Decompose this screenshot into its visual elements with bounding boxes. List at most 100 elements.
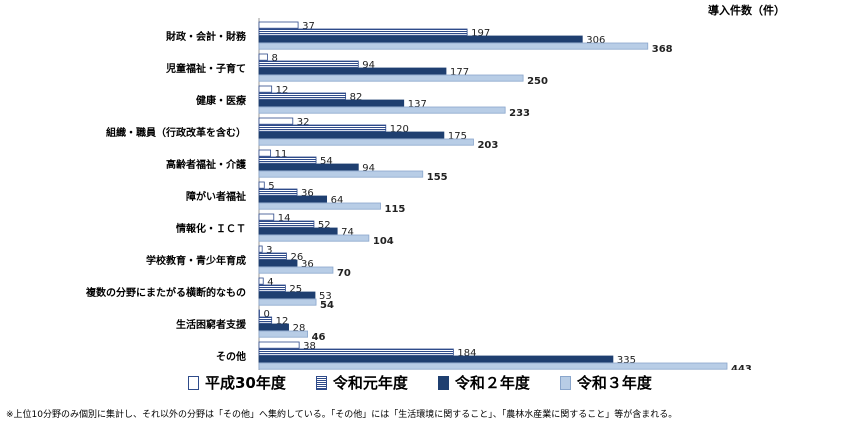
data-label: 36 [301, 188, 314, 199]
data-label: 8 [271, 53, 277, 64]
legend-item-r3: 令和３年度 [559, 372, 652, 393]
data-label: 177 [450, 67, 469, 78]
category-label: 障がい者福祉 [186, 190, 246, 203]
category-label: 財政・会計・財務 [165, 30, 247, 43]
bar [258, 60, 359, 68]
legend-swatch-r3 [559, 375, 571, 390]
data-label: 104 [373, 236, 394, 247]
bar [258, 266, 334, 274]
bar [258, 220, 315, 228]
data-label: 306 [586, 35, 605, 46]
data-label: 250 [527, 76, 548, 87]
data-label: 94 [362, 60, 375, 71]
legend-swatch-r1 [315, 375, 327, 390]
bar [258, 85, 273, 93]
legend-label-r1: 令和元年度 [332, 374, 408, 392]
bar [258, 316, 273, 324]
bar [258, 138, 474, 146]
category-label: 生活困窮者支援 [176, 318, 247, 331]
category-label: 児童福祉・子育て [165, 62, 246, 75]
legend-swatch-r2 [437, 375, 449, 390]
data-label: 4 [267, 277, 273, 288]
data-label: 64 [331, 195, 344, 206]
data-label: 368 [652, 44, 673, 55]
category-label: 学校教育・青少年育成 [146, 254, 246, 267]
bar [258, 234, 370, 242]
data-label: 32 [297, 117, 310, 128]
bar [258, 323, 289, 331]
bar [258, 284, 286, 292]
data-label: 3 [266, 245, 272, 256]
data-label: 52 [318, 220, 331, 231]
bar [258, 131, 445, 139]
bar [258, 291, 316, 299]
data-label: 53 [319, 291, 332, 302]
data-label: 184 [457, 348, 476, 359]
bar [258, 149, 272, 157]
legend-item-r2: 令和２年度 [437, 372, 530, 393]
category-label: その他 [216, 350, 246, 363]
legend-label-r2: 令和２年度 [454, 374, 530, 392]
category-label: 組織・職員（行政改革を含む） [106, 126, 246, 139]
bar [258, 330, 308, 338]
bar [258, 53, 268, 61]
bar [258, 42, 649, 50]
legend: 平成30年度 令和元年度 令和２年度 令和３年度 [188, 372, 682, 393]
data-label: 233 [509, 108, 530, 119]
data-label: 37 [302, 21, 315, 32]
legend-swatch-h30 [188, 375, 199, 390]
bar [258, 92, 347, 100]
data-label: 335 [617, 355, 636, 366]
category-label: 複数の分野にまたがる横断的なもの [85, 286, 246, 299]
category-label: 高齢者福祉・介護 [166, 158, 247, 171]
data-label: 137 [408, 99, 427, 110]
data-label: 25 [289, 284, 302, 295]
legend-label-r3: 令和３年度 [576, 374, 652, 392]
bar-chart: 財政・会計・財務37197306368児童福祉・子育て894177250健康・医… [85, 18, 752, 370]
bar [258, 106, 506, 114]
footnote: ※上位10分野のみ個別に集計し、それ以外の分野は「その他」へ集約している。「その… [6, 410, 678, 420]
bar [258, 348, 454, 356]
bar [258, 362, 728, 370]
unit-label: 導入件数（件） [708, 4, 785, 17]
data-label: 115 [384, 204, 405, 215]
bar [258, 156, 317, 164]
bar [258, 28, 468, 36]
data-label: 70 [337, 268, 351, 279]
bar [258, 355, 614, 363]
bar [258, 245, 263, 253]
data-label: 54 [320, 156, 333, 167]
legend-item-h30: 平成30年度 [188, 372, 286, 393]
data-label: 120 [390, 124, 409, 135]
data-label: 0 [264, 309, 270, 320]
bar [258, 277, 264, 285]
bar [258, 74, 524, 82]
data-label: 197 [471, 28, 490, 39]
data-label: 155 [427, 172, 448, 183]
category-label: 情報化・ＩＣＴ [176, 222, 246, 235]
data-label: 46 [312, 332, 326, 343]
bar [258, 99, 405, 107]
bar [258, 227, 338, 235]
bar [258, 213, 275, 221]
bar [258, 67, 447, 75]
data-label: 14 [278, 213, 291, 224]
bar [258, 124, 387, 132]
data-label: 82 [350, 92, 363, 103]
data-label: 12 [276, 316, 289, 327]
bar [258, 170, 424, 178]
data-label: 5 [268, 181, 274, 192]
bar [258, 181, 265, 189]
data-label: 175 [448, 131, 467, 142]
data-label: 54 [320, 300, 334, 311]
data-label: 74 [341, 227, 354, 238]
bar [258, 259, 298, 267]
bar [258, 309, 260, 317]
data-label: 26 [290, 252, 303, 263]
bar [258, 21, 299, 29]
data-label: 443 [731, 364, 752, 370]
category-label: 健康・医療 [196, 94, 246, 107]
bar [258, 195, 328, 203]
data-label: 94 [362, 163, 375, 174]
legend-label-h30: 平成30年度 [205, 374, 286, 392]
